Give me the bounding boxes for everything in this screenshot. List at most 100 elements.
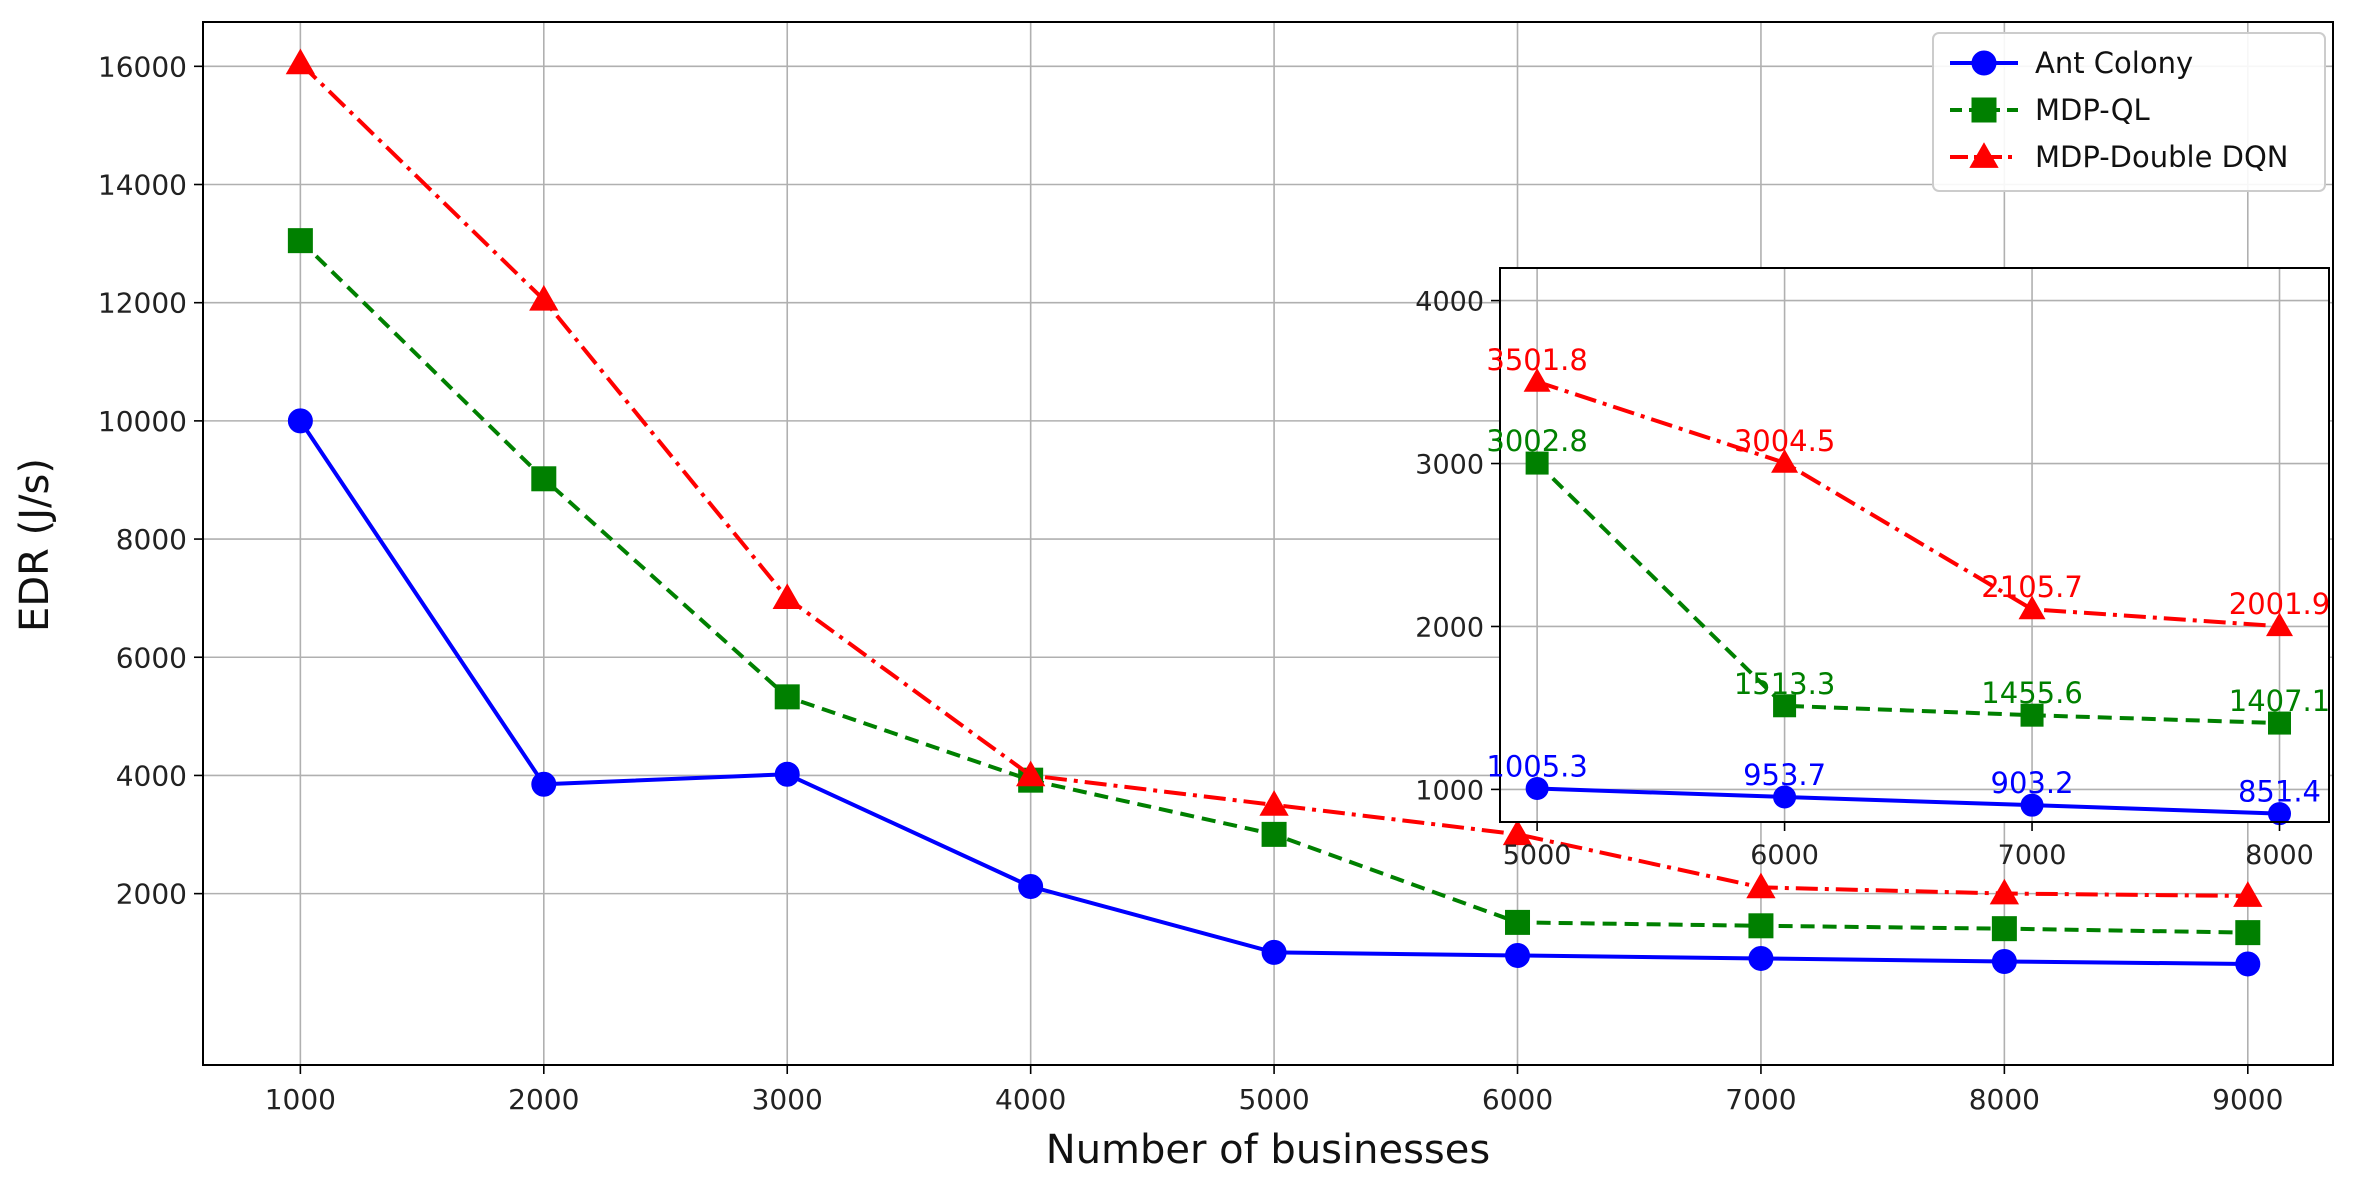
main-y-ticks: 2000 4000 6000 8000 10000 12000 14000 16000 [98, 50, 203, 911]
main-x-ticks: 1000 2000 3000 4000 5000 6000 7000 8000 9000 [265, 1065, 2283, 1116]
x-tick-label: 6000 [1750, 840, 1819, 871]
data-point [2268, 711, 2292, 735]
data-label: 2001.9 [2229, 587, 2330, 621]
data-point [1773, 785, 1797, 809]
data-point [531, 771, 557, 797]
x-tick-label: 5000 [1503, 840, 1572, 871]
y-tick-label: 16000 [98, 50, 187, 83]
data-point [1991, 916, 2017, 942]
data-point [1502, 819, 1533, 846]
data-point [1523, 368, 1551, 392]
x-tick-label: 4000 [995, 1083, 1066, 1116]
legend: Ant Colony MDP-QL MDP-Double DQN [1932, 32, 2326, 192]
data-point [774, 684, 800, 710]
data-label: 3501.8 [1486, 343, 1587, 377]
x-tick-label: 7000 [1998, 840, 2067, 871]
y-tick-label: 4000 [1415, 287, 1484, 318]
data-point [1748, 945, 1774, 971]
data-point [1505, 909, 1531, 935]
data-label: 3002.8 [1486, 424, 1587, 458]
data-point [1505, 942, 1531, 968]
x-tick-label: 5000 [1238, 1083, 1309, 1116]
data-point [2265, 612, 2294, 637]
legend-marker [1971, 50, 1997, 76]
y-tick-label: 3000 [1415, 450, 1484, 481]
data-point [1771, 449, 1799, 473]
y-tick-label: 2000 [116, 878, 187, 911]
legend-label: MDP-Double DQN [2035, 140, 2289, 174]
data-point [1991, 949, 2017, 975]
legend-box [1932, 32, 2326, 192]
data-label: 903.2 [1991, 766, 2074, 800]
y-tick-label: 4000 [116, 759, 187, 792]
x-tick-label: 1000 [265, 1083, 336, 1116]
data-point [1259, 790, 1289, 816]
x-tick-label: 8000 [1969, 1083, 2040, 1116]
data-point [2020, 703, 2044, 727]
data-label: 1455.6 [1981, 676, 2082, 710]
inset-x-ticks: 5000 6000 7000 8000 [1503, 822, 2314, 871]
data-point [2235, 951, 2261, 977]
x-tick-label: 7000 [1725, 1083, 1796, 1116]
main-plot-frame [202, 21, 2334, 1066]
data-point [2235, 920, 2261, 946]
y-tick-label: 2000 [1415, 612, 1484, 643]
data-point [1989, 878, 2020, 905]
data-point [529, 284, 559, 311]
series-line [1535, 461, 2280, 726]
x-tick-label: 2000 [508, 1083, 579, 1116]
data-point [1018, 874, 1044, 900]
main-series [285, 48, 2263, 977]
inset-plot-frame [1499, 267, 2330, 823]
data-label: 2105.7 [1981, 570, 2082, 604]
data-label: 1407.1 [2229, 684, 2330, 718]
data-point [772, 583, 802, 610]
data-label: 1513.3 [1734, 667, 1835, 701]
inset-data-labels: 1005.3 953.7 903.2 851.4 3002.8 1513.3 1455.6 1… [1486, 343, 2330, 809]
y-axis-label: EDR (J/s) [12, 458, 58, 632]
data-point [285, 48, 316, 75]
inset-background [1500, 268, 2329, 822]
data-point [1748, 913, 1774, 939]
data-point [774, 761, 800, 787]
data-point [287, 228, 313, 254]
x-tick-label: 9000 [2212, 1083, 2283, 1116]
y-tick-label: 1000 [1415, 775, 1484, 806]
legend-label: Ant Colony [2035, 46, 2193, 80]
data-point [1261, 821, 1287, 847]
data-point [1261, 939, 1287, 965]
data-point [1746, 872, 1776, 899]
series-line [1537, 786, 2280, 816]
data-point [1773, 694, 1797, 718]
y-tick-label: 14000 [98, 169, 187, 202]
data-point [531, 466, 557, 492]
series-line [1536, 379, 2280, 629]
data-point [2233, 881, 2263, 907]
data-point [1015, 760, 1046, 787]
data-label: 851.4 [2238, 775, 2321, 809]
data-label: 1005.3 [1486, 750, 1587, 784]
data-point [2020, 793, 2044, 817]
legend-label: MDP-QL [2035, 93, 2150, 127]
legend-entries: Ant Colony MDP-QL MDP-Double DQN [1950, 46, 2289, 174]
data-label: 3004.5 [1734, 424, 1835, 458]
x-tick-label: 3000 [752, 1083, 823, 1116]
x-axis-label: Number of businesses [1046, 1127, 1490, 1173]
inset-series [1523, 368, 2294, 826]
x-tick-label: 6000 [1482, 1083, 1553, 1116]
inset-y-ticks: 1000 2000 3000 4000 [1415, 287, 1500, 806]
legend-marker [1969, 142, 1999, 168]
data-point [287, 408, 313, 434]
y-tick-label: 12000 [98, 287, 187, 320]
inset-chart: 5000 6000 7000 8000 1000 2000 3000 4000 1005.3… [1415, 267, 2330, 871]
y-tick-label: 8000 [116, 523, 187, 556]
data-label: 953.7 [1743, 758, 1826, 792]
data-point [2018, 595, 2046, 620]
legend-marker [1971, 97, 1997, 123]
y-tick-label: 6000 [116, 641, 187, 674]
y-tick-label: 10000 [98, 405, 187, 438]
data-point [1525, 777, 1549, 801]
data-point [1525, 451, 1549, 475]
x-tick-label: 8000 [2245, 840, 2314, 871]
